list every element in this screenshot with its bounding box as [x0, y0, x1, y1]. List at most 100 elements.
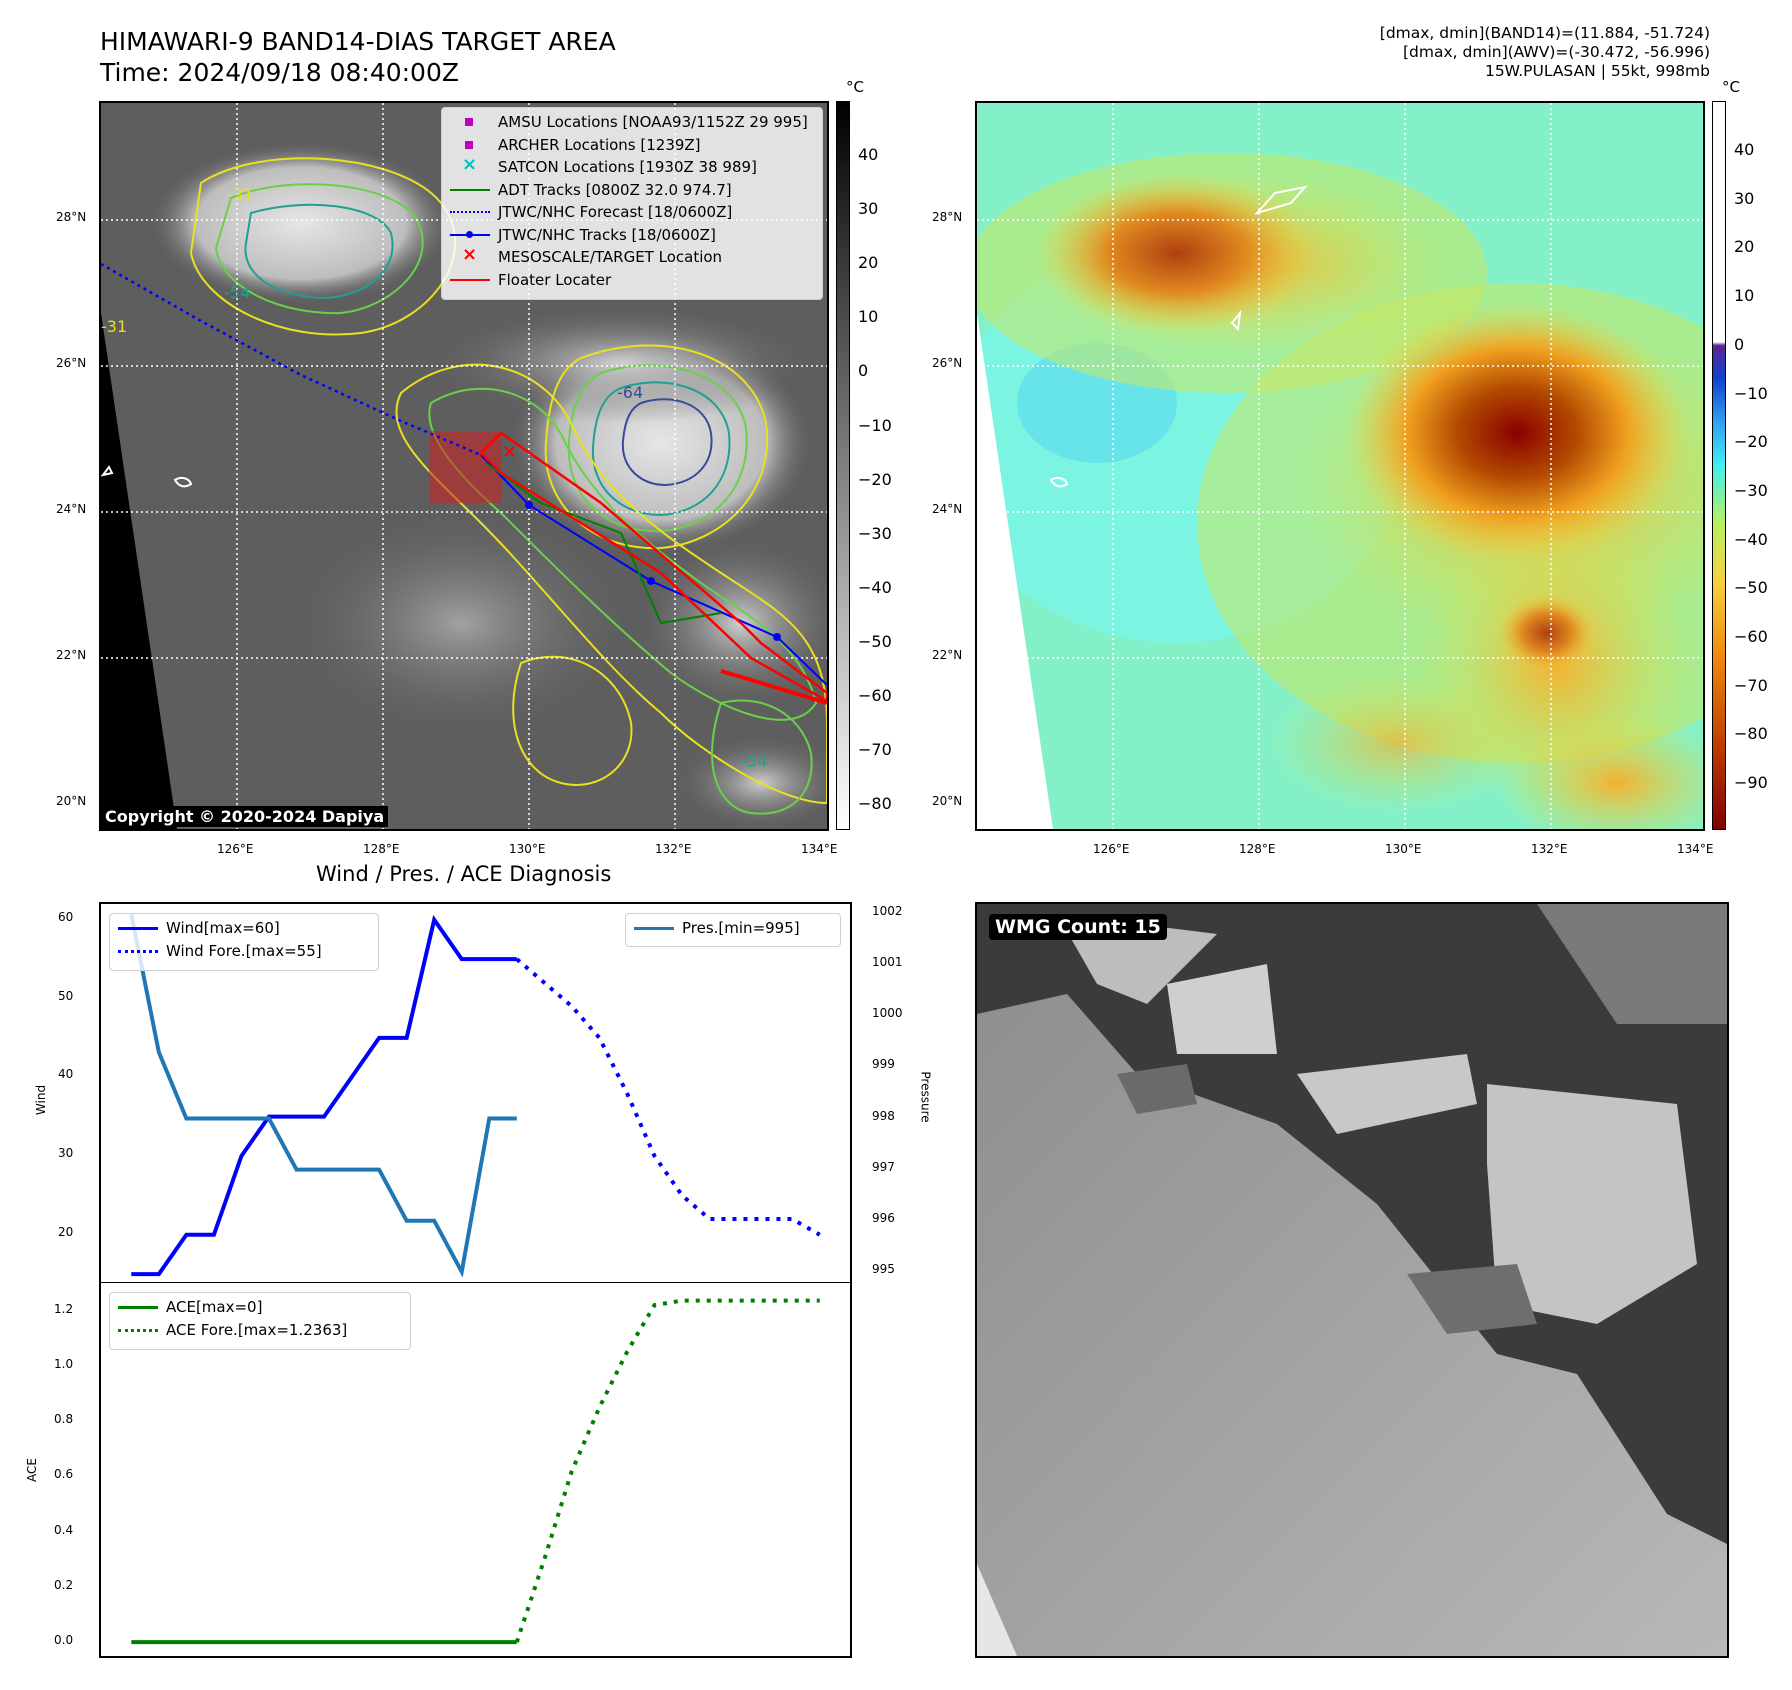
wind-tick-label: 60 [58, 909, 74, 924]
awv-colorbar-tick: 40 [1734, 140, 1755, 159]
awv-lon-label: 126°E [1093, 842, 1130, 856]
awv-map-image [977, 103, 1703, 829]
ir-legend-label: AMSU Locations [NOAA93/1152Z 29 995] [498, 113, 808, 132]
ace-legend: ACE[max=0] ACE Fore.[max=1.2363] [109, 1292, 411, 1350]
ir-legend-item: ADT Tracks [0800Z 32.0 974.7] [448, 179, 816, 202]
pressure-tick-label: 997 [872, 1159, 895, 1174]
ir-legend-label: MESOSCALE/TARGET Location [498, 248, 723, 267]
pressure-tick-label: 1002 [872, 904, 903, 919]
awv-colorbar-tick: −90 [1734, 773, 1768, 793]
awv-colorbar-tick: −60 [1734, 627, 1768, 646]
legend-pressure: Pres.[min=995] [632, 917, 834, 940]
ir-legend-item: Floater Locater [448, 269, 816, 292]
ace-ylabel: ACE [24, 1458, 39, 1482]
wind-ylabel: Wind [34, 1084, 49, 1116]
ir-colorbar-tick: 30 [858, 199, 879, 219]
ir-lon-label: 132°E [655, 842, 692, 856]
ir-legend-item: × SATCON Locations [1930Z 38 989] [448, 154, 816, 179]
wind-tick-label: 50 [58, 988, 74, 1003]
ir-legend: AMSU Locations [NOAA93/1152Z 29 995] ARCH… [441, 107, 823, 300]
main-title: HIMAWARI-9 BAND14-DIAS TARGET AREA [100, 27, 616, 56]
ir-legend-item: × MESOSCALE/TARGET Location [448, 244, 816, 269]
diag-title: Wind / Pres. / ACE Diagnosis [316, 862, 612, 886]
info-awv: [dmax, dmin](AWV)=(-30.472, -56.996) [1403, 43, 1710, 61]
ir-legend-item: ARCHER Locations [1239Z] [448, 134, 816, 157]
ir-legend-label: JTWC/NHC Tracks [18/0600Z] [498, 225, 716, 244]
legend-marker-icon [448, 228, 492, 242]
wind-forecast-line [515, 957, 821, 1237]
ir-legend-label: ADT Tracks [0800Z 32.0 974.7] [498, 180, 732, 199]
ace-tick-label: 1.0 [54, 1356, 74, 1371]
ir-colorbar [836, 101, 850, 830]
ir-legend-item: AMSU Locations [NOAA93/1152Z 29 995] [448, 111, 816, 134]
ir-legend-label: SATCON Locations [1930Z 38 989] [498, 158, 757, 177]
pressure-legend: Pres.[min=995] [625, 913, 841, 947]
ir-legend-item: JTWC/NHC Tracks [18/0600Z] [448, 224, 816, 247]
wind-legend: Wind[max=60] Wind Fore.[max=55] [109, 913, 379, 971]
ir-legend-label: ARCHER Locations [1239Z] [498, 135, 701, 154]
pressure-series-line [129, 913, 517, 1278]
ir-lon-label: 134°E [801, 842, 838, 856]
awv-colorbar-tick: −20 [1734, 432, 1768, 452]
awv-lat-label: 26°N [932, 356, 963, 370]
ir-colorbar-tick: −20 [858, 469, 892, 489]
legend-marker-icon [448, 273, 492, 287]
ir-legend-item: JTWC/NHC Forecast [18/0600Z] [448, 201, 816, 224]
ace-tick-label: 1.2 [54, 1301, 74, 1316]
ir-colorbar-unit: °C [846, 78, 864, 96]
info-block: [dmax, dmin](BAND14)=(11.884, -51.724) [… [1380, 24, 1710, 81]
ir-lat-label: 20°N [56, 794, 87, 808]
ace-svg [131, 1298, 820, 1645]
awv-colorbar-tick: −80 [1734, 724, 1768, 744]
ir-colorbar-tick: −50 [858, 631, 892, 651]
ir-colorbar-tick: 40 [858, 145, 879, 164]
ir-lon-label: 126°E [217, 842, 254, 856]
ir-colorbar-tick: −40 [858, 577, 892, 597]
ir-lon-label: 128°E [363, 842, 400, 856]
awv-lon-label: 132°E [1531, 842, 1568, 856]
ace-tick-label: 0.8 [54, 1412, 74, 1427]
awv-colorbar-tick: 0 [1734, 334, 1745, 354]
pressure-tick-label: 996 [872, 1210, 895, 1225]
awv-colorbar-tick: 30 [1734, 188, 1755, 208]
wind-pressure-plot: Wind[max=60] Wind Fore.[max=55] Pres.[mi… [99, 902, 852, 1283]
ir-colorbar-tick: −30 [858, 523, 892, 543]
awv-lat-label: 22°N [932, 648, 963, 662]
contour-label: -31 [227, 185, 254, 204]
ace-tick-label: 0.6 [54, 1467, 74, 1482]
legend-marker-icon [448, 138, 492, 152]
legend-marker-icon [448, 183, 492, 197]
ir-legend-label: Floater Locater [498, 270, 612, 289]
ir-colorbar-tick: −80 [858, 794, 892, 814]
ir-colorbar-tick: −70 [858, 740, 892, 760]
ir-colorbar-tick: 10 [858, 307, 879, 327]
ace-forecast-line [514, 1298, 820, 1643]
pressure-ylabel: Pressure [918, 1071, 933, 1123]
wmg-count-badge: WMG Count: 15 [989, 914, 1167, 940]
main-time: Time: 2024/09/18 08:40:00Z [100, 58, 459, 87]
legend-wind-forecast: Wind Fore.[max=55] [116, 940, 372, 963]
awv-lat-label: 28°N [932, 210, 963, 224]
legend-ace-forecast: ACE Fore.[max=1.2363] [116, 1319, 404, 1342]
ace-tick-label: 0.2 [54, 1577, 74, 1592]
awv-colorbar-tick: −10 [1734, 383, 1768, 403]
awv-colorbar-tick: 10 [1734, 286, 1755, 306]
wind-tick-label: 20 [58, 1224, 74, 1239]
contour-label: -54 [224, 283, 251, 302]
contour-label: -31 [101, 317, 128, 336]
awv-colorbar-tick: 20 [1734, 237, 1755, 257]
ace-tick-label: 0.0 [54, 1633, 74, 1648]
pressure-tick-label: 1000 [872, 1006, 903, 1021]
awv-lon-label: 128°E [1239, 842, 1276, 856]
ir-colorbar-tick: 0 [858, 361, 869, 381]
awv-map-panel [975, 101, 1705, 831]
ir-colorbar-tick: −10 [858, 415, 892, 435]
pressure-tick-label: 999 [872, 1057, 895, 1072]
wind-series-line [131, 914, 517, 1277]
pressure-tick-label: 1001 [872, 955, 903, 970]
ir-colorbar-tick: −60 [858, 686, 892, 705]
awv-colorbar-tick: −70 [1734, 675, 1768, 695]
wind-pressure-svg [129, 913, 821, 1278]
svg-text:×: × [502, 441, 517, 462]
ir-legend-label: JTWC/NHC Forecast [18/0600Z] [498, 203, 733, 222]
